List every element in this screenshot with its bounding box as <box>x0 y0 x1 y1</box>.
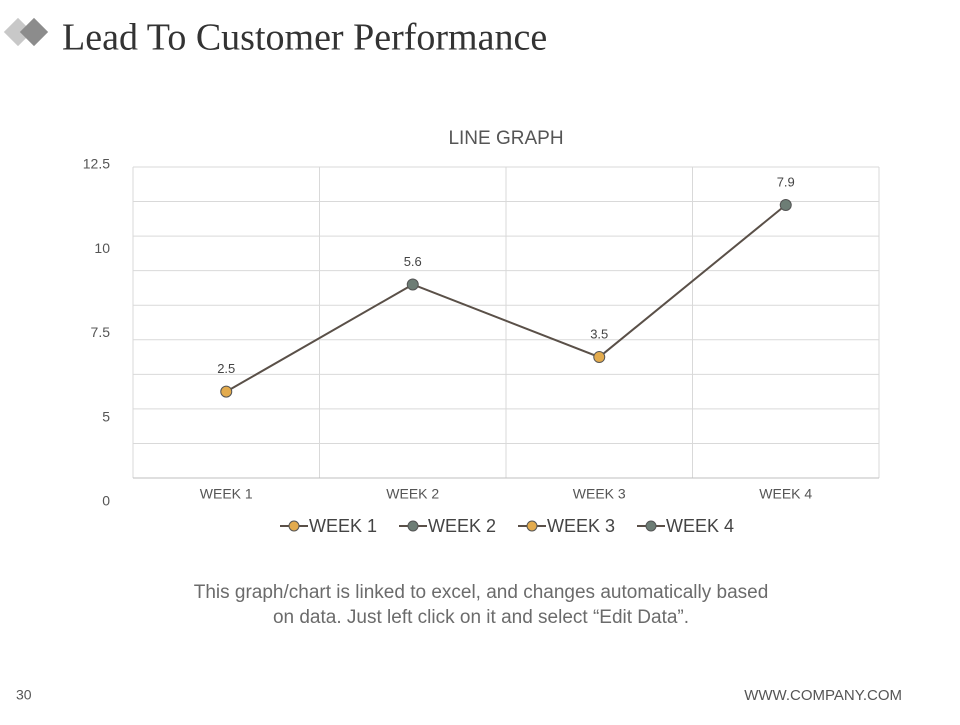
y-tick-label: 12.5 <box>83 156 110 172</box>
x-tick-label: WEEK 1 <box>200 486 253 502</box>
legend-label: WEEK 3 <box>547 516 615 536</box>
point <box>406 278 419 291</box>
y-tick-label: 10 <box>94 240 110 256</box>
legend-marker <box>288 520 300 532</box>
data-label: 3.5 <box>590 326 608 341</box>
note: on data. Just left click on it and selec… <box>273 607 689 628</box>
legend-marker <box>526 520 538 532</box>
x-tick-label: WEEK 2 <box>386 486 439 502</box>
line <box>225 204 787 393</box>
x-tick-label: WEEK 4 <box>759 486 812 502</box>
page-number: 30 <box>16 687 32 703</box>
icon-diamond <box>3 17 33 47</box>
note: This graph/chart is linked to excel, and… <box>194 582 769 603</box>
data-label: 5.6 <box>404 254 422 269</box>
legend-marker <box>645 520 657 532</box>
y-tick-label: 7.5 <box>91 324 111 340</box>
y-tick-label: 5 <box>102 408 110 424</box>
icon-diamond <box>19 17 49 47</box>
x-tick-label: WEEK 3 <box>573 486 626 502</box>
legend-label: WEEK 1 <box>309 516 377 536</box>
y-tick-label: 0 <box>102 493 110 509</box>
point <box>220 385 233 398</box>
footer: WWW.COMPANY.COM <box>744 687 902 704</box>
legend-label: WEEK 2 <box>428 516 496 536</box>
legend-marker <box>407 520 419 532</box>
data-label: 7.9 <box>777 174 795 189</box>
chart-title: LINE GRAPH <box>448 128 563 149</box>
slide-title: Lead To Customer Performance <box>62 17 547 59</box>
legend-label: WEEK 4 <box>666 516 734 536</box>
point <box>593 351 606 364</box>
point <box>779 199 792 212</box>
data-label: 2.5 <box>217 361 235 376</box>
